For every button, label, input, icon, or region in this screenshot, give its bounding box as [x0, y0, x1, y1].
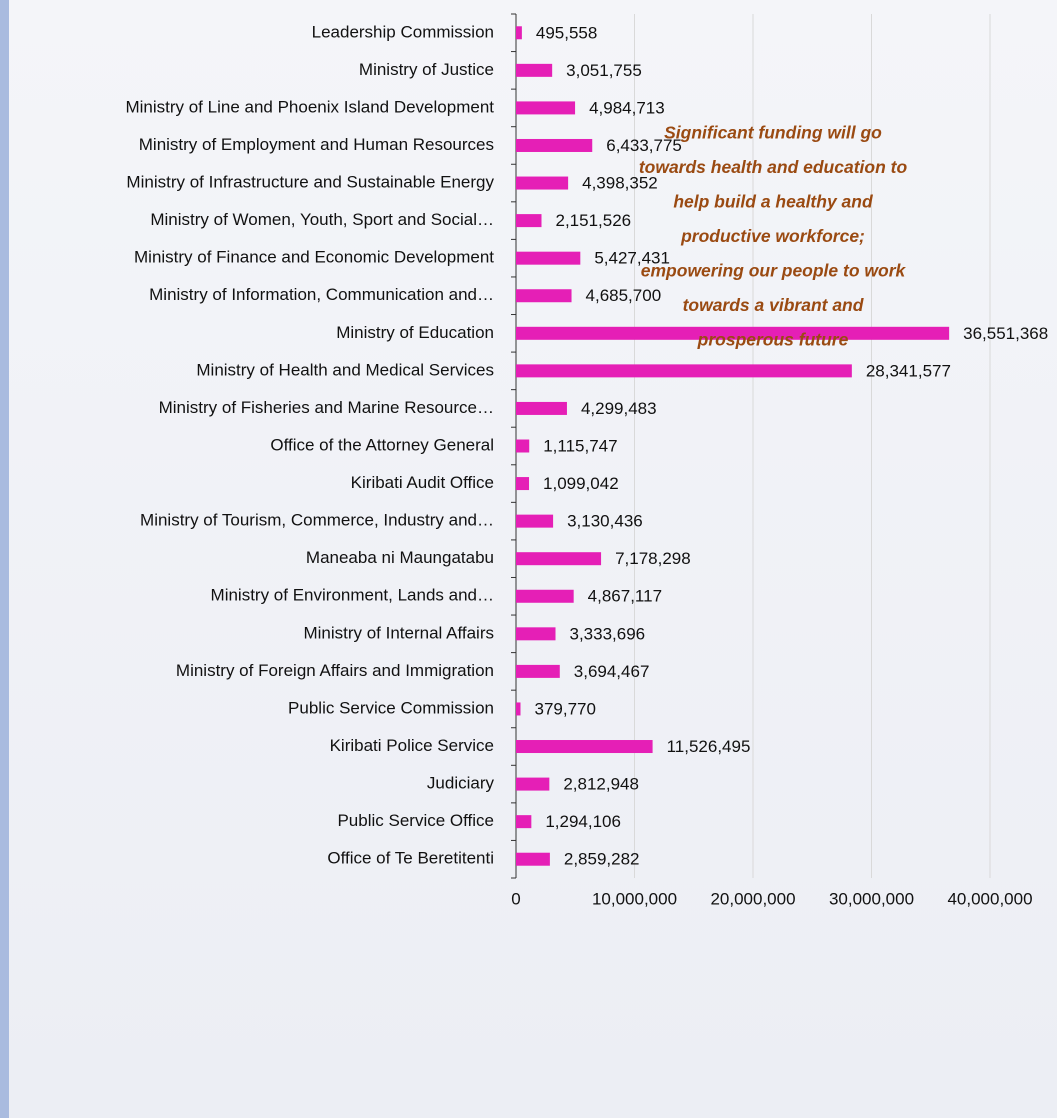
- value-label: 5,427,431: [594, 249, 670, 268]
- value-label: 3,130,436: [567, 512, 643, 531]
- x-tick-label: 40,000,000: [947, 889, 1032, 908]
- bar: [516, 664, 560, 678]
- bar: [516, 138, 593, 152]
- bar: [516, 439, 530, 453]
- y-tick-label: Ministry of Environment, Lands and…: [211, 586, 494, 605]
- value-label: 28,341,577: [866, 361, 951, 380]
- y-tick-label: Ministry of Fisheries and Marine Resourc…: [159, 398, 494, 417]
- value-label: 4,984,713: [589, 98, 665, 117]
- y-tick-label: Ministry of Internal Affairs: [303, 623, 494, 642]
- y-tick-label: Maneaba ni Maungatabu: [306, 548, 494, 567]
- bar: [516, 514, 554, 528]
- y-tick-label: Ministry of Women, Youth, Sport and Soci…: [150, 210, 494, 229]
- bar: [516, 702, 521, 716]
- x-tick-label: 20,000,000: [710, 889, 795, 908]
- bar: [516, 63, 553, 77]
- value-label: 3,694,467: [574, 662, 650, 681]
- value-label: 1,099,042: [543, 474, 619, 493]
- side-stripe: [0, 0, 9, 1118]
- value-label: 4,398,352: [582, 174, 658, 193]
- value-label: 7,178,298: [615, 549, 691, 568]
- y-tick-label: Public Service Commission: [288, 698, 494, 717]
- y-tick-label: Office of Te Beretitenti: [327, 849, 494, 868]
- annotation: prosperous future: [697, 330, 849, 350]
- y-tick-label: Ministry of Employment and Human Resourc…: [139, 135, 494, 154]
- value-label: 495,558: [536, 23, 597, 42]
- y-tick-label: Kiribati Police Service: [330, 736, 494, 755]
- x-tick-label: 10,000,000: [592, 889, 677, 908]
- bar: [516, 477, 530, 491]
- bar: [516, 777, 550, 791]
- bar: [516, 326, 950, 340]
- bar: [516, 214, 542, 228]
- x-tick-label: 0: [511, 889, 520, 908]
- annotation: towards a vibrant and: [683, 295, 864, 315]
- value-label: 6,433,775: [606, 136, 682, 155]
- value-label: 379,770: [535, 699, 596, 718]
- y-tick-label: Kiribati Audit Office: [351, 473, 494, 492]
- y-tick-label: Ministry of Tourism, Commerce, Industry …: [140, 511, 494, 530]
- y-tick-label: Leadership Commission: [312, 22, 494, 41]
- value-label: 2,812,948: [563, 775, 639, 794]
- value-label: 4,685,700: [586, 286, 662, 305]
- bar: [516, 101, 576, 115]
- bar: [516, 364, 852, 378]
- y-tick-label: Ministry of Foreign Affairs and Immigrat…: [176, 661, 494, 680]
- y-tick-label: Judiciary: [427, 774, 495, 793]
- bar: [516, 815, 532, 829]
- value-label: 36,551,368: [963, 324, 1048, 343]
- y-tick-label: Ministry of Health and Medical Services: [196, 360, 494, 379]
- y-tick-label: Office of the Attorney General: [270, 435, 494, 454]
- value-label: 3,051,755: [566, 61, 642, 80]
- y-tick-label: Ministry of Justice: [359, 60, 494, 79]
- annotation: towards health and education to: [639, 157, 908, 177]
- value-label: 4,867,117: [588, 587, 662, 606]
- value-label: 4,299,483: [581, 399, 657, 418]
- y-tick-label: Ministry of Information, Communication a…: [149, 285, 494, 304]
- value-label: 1,115,747: [543, 436, 617, 455]
- value-label: 11,526,495: [667, 737, 751, 756]
- value-label: 2,151,526: [555, 211, 631, 230]
- annotation: help build a healthy and: [673, 192, 873, 212]
- bar: [516, 401, 567, 415]
- x-tick-label: 30,000,000: [829, 889, 914, 908]
- value-label: 3,333,696: [570, 624, 646, 643]
- y-tick-label: Ministry of Line and Phoenix Island Deve…: [125, 97, 494, 116]
- bar: [516, 176, 569, 190]
- annotation: productive workforce;: [680, 226, 865, 246]
- y-tick-label: Ministry of Infrastructure and Sustainab…: [126, 173, 494, 192]
- value-label: 1,294,106: [545, 812, 621, 831]
- y-tick-label: Ministry of Education: [336, 323, 494, 342]
- annotation: empowering our people to work: [641, 261, 907, 281]
- bar: [516, 627, 556, 641]
- bar: [516, 589, 574, 603]
- bar: [516, 251, 581, 265]
- bar: [516, 26, 522, 40]
- bar: [516, 852, 550, 866]
- bar: [516, 740, 653, 754]
- value-label: 2,859,282: [564, 850, 640, 869]
- bar: [516, 552, 602, 566]
- y-tick-label: Public Service Office: [337, 811, 494, 830]
- bar: [516, 289, 572, 303]
- annotation: Significant funding will go: [664, 123, 882, 143]
- y-tick-label: Ministry of Finance and Economic Develop…: [134, 248, 494, 267]
